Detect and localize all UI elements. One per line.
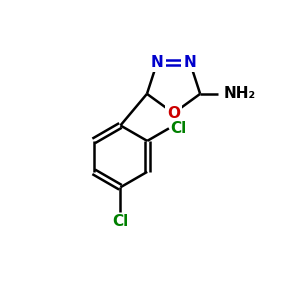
- Text: Cl: Cl: [112, 214, 129, 229]
- Text: NH₂: NH₂: [224, 86, 256, 101]
- Text: O: O: [167, 106, 180, 121]
- Text: Cl: Cl: [170, 121, 187, 136]
- Text: N: N: [151, 55, 164, 70]
- Text: N: N: [184, 55, 196, 70]
